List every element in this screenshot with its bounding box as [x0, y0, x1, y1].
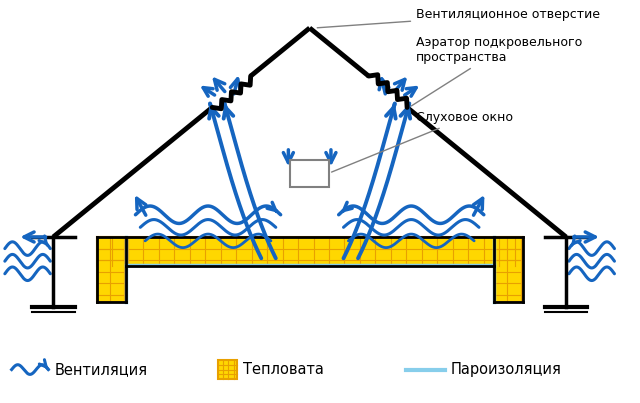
- Bar: [97, 237, 522, 266]
- Text: Вентиляционное отверстие: Вентиляционное отверстие: [317, 8, 600, 28]
- Text: Пароизоляция: Пароизоляция: [451, 362, 562, 377]
- Text: Тепловата: Тепловата: [243, 362, 324, 377]
- Bar: [218, 360, 237, 379]
- Text: Аэратор подкровельного
пространства: Аэратор подкровельного пространства: [412, 36, 582, 106]
- Text: Слуховое окно: Слуховое окно: [332, 112, 513, 172]
- Bar: [291, 160, 329, 187]
- Bar: [493, 237, 522, 302]
- Text: Вентиляция: Вентиляция: [54, 362, 147, 377]
- Bar: [97, 237, 126, 302]
